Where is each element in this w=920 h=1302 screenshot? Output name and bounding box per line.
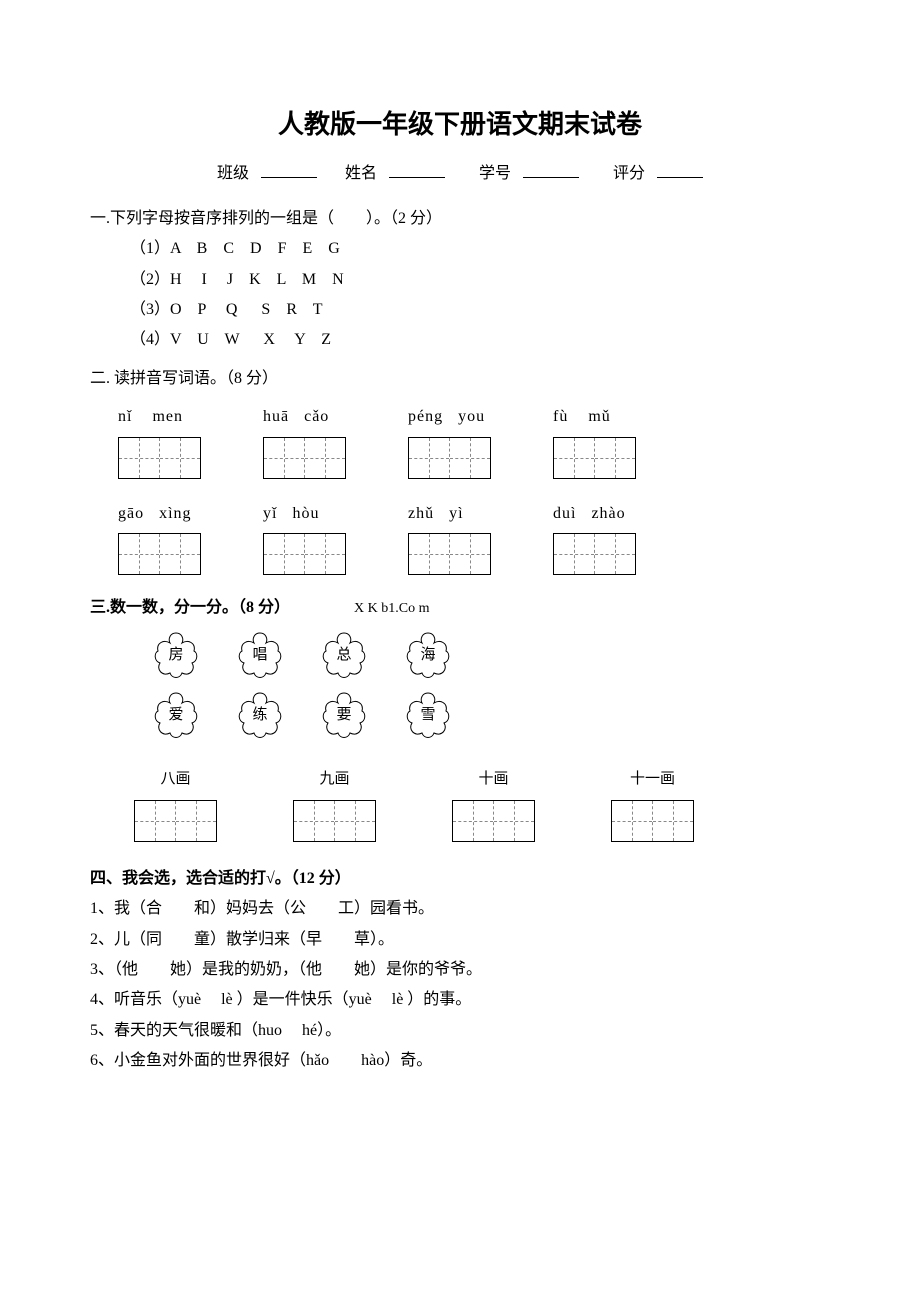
sec1-row-1: （1）A B C D F E G [90, 234, 830, 264]
stroke-label: 十画 [478, 765, 508, 794]
char-box[interactable] [452, 800, 535, 842]
pinyin-label: huā cǎo [263, 402, 329, 432]
char-box[interactable] [293, 800, 376, 842]
id-blank[interactable] [523, 161, 579, 178]
flower-icon: 要 [318, 689, 370, 741]
page-title: 人教版一年级下册语文期末试卷 [90, 100, 830, 149]
char-box[interactable] [408, 533, 491, 575]
flower-icon: 练 [234, 689, 286, 741]
name-label: 姓名 [345, 165, 377, 182]
pinyin-label: gāo xìng [118, 499, 192, 529]
flowers-row-2: 爱 练 要 雪 [150, 689, 830, 741]
id-label: 学号 [479, 165, 511, 182]
flower-char: 要 [336, 701, 351, 730]
class-blank[interactable] [261, 161, 317, 178]
pinyin-group: nǐ men [118, 402, 201, 478]
char-box[interactable] [134, 800, 217, 842]
flower-icon: 爱 [150, 689, 202, 741]
stroke-group: 九画 [293, 765, 376, 842]
flower-char: 房 [168, 641, 183, 670]
pinyin-group: gāo xìng [118, 499, 201, 575]
char-box[interactable] [118, 437, 201, 479]
char-box[interactable] [408, 437, 491, 479]
pinyin-group: huā cǎo [263, 402, 346, 478]
char-box[interactable] [118, 533, 201, 575]
pinyin-label: péng you [408, 402, 485, 432]
flower-char: 唱 [252, 641, 267, 670]
stroke-label: 八画 [160, 765, 190, 794]
sec1-row-4: （4）V U W X Y Z [90, 325, 830, 355]
sec3-head: 三.数一数，分一分。（8 分） [90, 599, 290, 616]
sec4-line-1: 1、我（合 和）妈妈去（公 工）园看书。 [90, 894, 830, 924]
flower-icon: 海 [402, 629, 454, 681]
class-label: 班级 [217, 165, 249, 182]
flower-char: 雪 [420, 701, 435, 730]
flower-icon: 唱 [234, 629, 286, 681]
pinyin-label: duì zhào [553, 499, 626, 529]
flower-icon: 总 [318, 629, 370, 681]
pinyin-label: fù mǔ [553, 402, 611, 432]
sec4-line-6: 6、小金鱼对外面的世界很好（hǎo hào）奇。 [90, 1046, 830, 1076]
sec1-row-2: （2）H I J K L M N [90, 265, 830, 295]
name-blank[interactable] [389, 161, 445, 178]
stroke-label: 九画 [319, 765, 349, 794]
pinyin-group: yǐ hòu [263, 499, 346, 575]
stroke-group: 八画 [134, 765, 217, 842]
sec4-line-4: 4、听音乐（yuè lè ）是一件快乐（yuè lè ）的事。 [90, 985, 830, 1015]
sec2-head: 二. 读拼音写词语。（8 分） [90, 364, 830, 394]
pinyin-group: péng you [408, 402, 491, 478]
strokes-row: 八画 九画 十画 十一画 [134, 765, 830, 842]
sec4-line-3: 3、（他 她）是我的奶奶，（他 她）是你的爷爷。 [90, 955, 830, 985]
score-label: 评分 [613, 165, 645, 182]
pinyin-label: zhǔ yì [408, 499, 464, 529]
char-box[interactable] [263, 533, 346, 575]
watermark-text: X K b1.Co m [354, 601, 429, 616]
stroke-group: 十画 [452, 765, 535, 842]
sec4-head: 四、我会选，选合适的打√。（12 分） [90, 864, 830, 894]
flower-char: 海 [420, 641, 435, 670]
stroke-group: 十一画 [611, 765, 694, 842]
sec1-row-3: （3）O P Q S R T [90, 295, 830, 325]
sec3-head-row: 三.数一数，分一分。（8 分） X K b1.Co m [90, 593, 830, 623]
sec4-line-2: 2、儿（同 童）散学归来（早 草）。 [90, 925, 830, 955]
pinyin-label: yǐ hòu [263, 499, 319, 529]
stroke-label: 十一画 [630, 765, 675, 794]
score-blank[interactable] [657, 161, 703, 178]
pinyin-group: zhǔ yì [408, 499, 491, 575]
pinyin-row-2: gāo xìng yǐ hòu zhǔ yì duì zhào [118, 499, 830, 575]
flower-icon: 房 [150, 629, 202, 681]
flower-char: 练 [252, 701, 267, 730]
flower-char: 爱 [168, 701, 183, 730]
flower-char: 总 [336, 641, 351, 670]
char-box[interactable] [611, 800, 694, 842]
flower-icon: 雪 [402, 689, 454, 741]
sec4-line-5: 5、春天的天气很暖和（huo hé）。 [90, 1016, 830, 1046]
pinyin-group: fù mǔ [553, 402, 636, 478]
pinyin-row-1: nǐ men huā cǎo péng you fù mǔ [118, 402, 830, 478]
char-box[interactable] [263, 437, 346, 479]
pinyin-group: duì zhào [553, 499, 636, 575]
info-row: 班级 姓名 学号 评分 [90, 159, 830, 189]
char-box[interactable] [553, 437, 636, 479]
pinyin-label: nǐ men [118, 402, 183, 432]
flowers-row-1: 房 唱 总 海 [150, 629, 830, 681]
char-box[interactable] [553, 533, 636, 575]
sec1-head: 一.下列字母按音序排列的一组是（ ）。（2 分） [90, 204, 830, 234]
